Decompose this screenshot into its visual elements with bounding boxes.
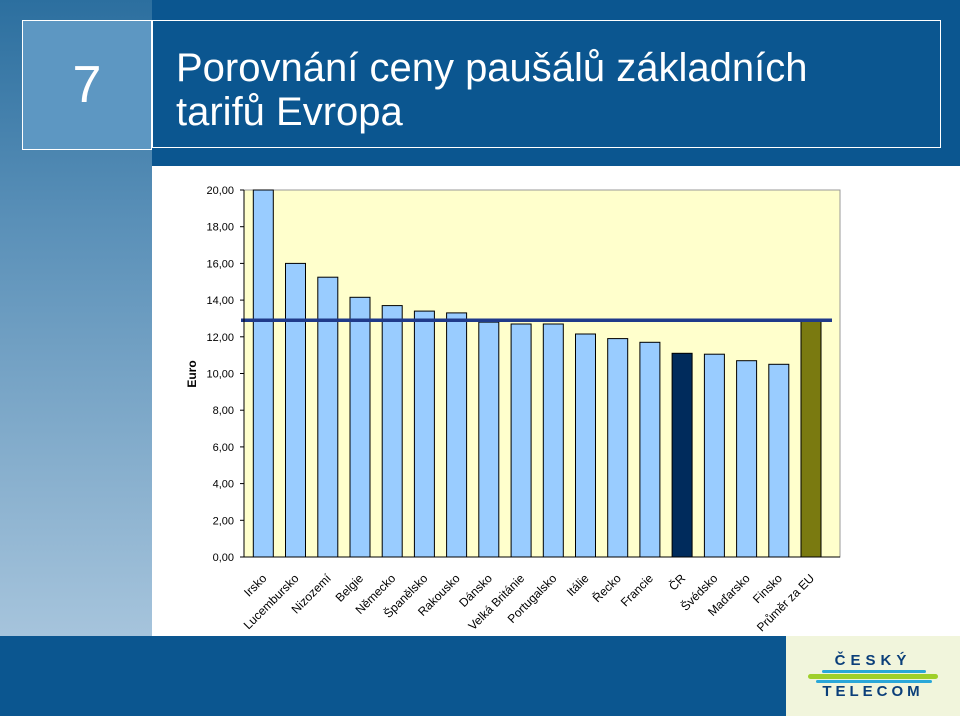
slide-title-line1: Porovnání ceny paušálů základních [176, 46, 808, 90]
category-label: Francie [618, 571, 656, 609]
y-tick-label: 6,00 [213, 442, 234, 454]
y-tick-label: 14,00 [206, 295, 234, 307]
category-label: Itálie [564, 571, 592, 599]
logo-line2: TELECOM [822, 683, 924, 700]
cesky-telecom-logo: ČESKÝ TELECOM [786, 636, 960, 716]
logo-stripe-1 [808, 674, 938, 679]
logo-line1: ČESKÝ [834, 652, 912, 669]
bar-15 [703, 353, 725, 558]
y-tick-label: 20,00 [206, 185, 234, 197]
slide-number-box [22, 20, 152, 150]
y-tick-label: 4,00 [213, 479, 234, 491]
category-label: Irsko [241, 571, 270, 600]
y-tick-label: 18,00 [206, 222, 234, 234]
y-axis-title: Euro [185, 360, 199, 387]
bar-12 [607, 338, 629, 558]
y-tick-label: 2,00 [213, 515, 234, 527]
category-label: ČR [665, 570, 688, 593]
bar-10 [542, 323, 564, 558]
y-tick-label: 16,00 [206, 258, 234, 270]
bar-16 [736, 360, 758, 558]
bar-18 [800, 319, 822, 558]
bar-9 [510, 323, 532, 558]
bar-8 [478, 321, 500, 558]
bar-1 [252, 189, 274, 558]
bar-7 [446, 312, 468, 558]
logo-stripe-2 [822, 670, 926, 673]
bar-13 [639, 341, 661, 558]
title-frame [152, 20, 941, 148]
category-label: Průměr za EU [754, 571, 817, 634]
bar-2 [285, 262, 306, 558]
bar-5 [381, 305, 403, 558]
header-band [152, 0, 960, 166]
bar-17 [768, 363, 790, 558]
y-tick-label: 12,00 [206, 332, 234, 344]
slide-number: 7 [72, 56, 102, 114]
y-tick-label: 10,00 [206, 369, 234, 381]
bar-4 [349, 296, 371, 558]
y-tick-label: 8,00 [213, 405, 234, 417]
bar-6 [413, 310, 435, 558]
logo-stripe-3 [816, 680, 932, 683]
y-tick-label: 0,00 [213, 552, 234, 564]
slide-title: Porovnání ceny paušálů základních tarifů… [176, 46, 936, 134]
bar-11 [575, 333, 596, 558]
slide-title-line2: tarifů Evropa [176, 90, 403, 134]
bar-14 [671, 352, 693, 558]
